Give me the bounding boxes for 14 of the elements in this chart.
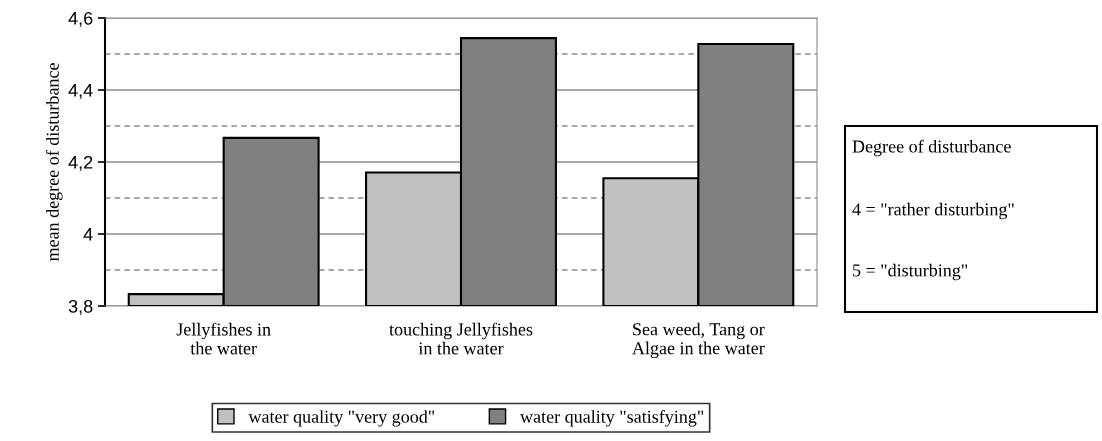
text: Degree of disturbance	[852, 139, 1011, 157]
y-tick-label: 4,6	[68, 11, 93, 27]
x-tick-label: touching Jellyfishes in the water	[389, 322, 533, 355]
text: 5 = "disturbing"	[853, 263, 968, 281]
legend-label: water quality "very good"	[248, 410, 435, 427]
x-tick-label: Jellyfishes in the water	[176, 322, 271, 355]
y-tick-label: 4,2	[68, 155, 93, 171]
y-axis-title: mean degree of disturbance	[45, 63, 63, 262]
y-tick-label: 4,4	[68, 84, 93, 99]
x-tick-label: Sea weed, Tang or Algae in the water	[632, 322, 765, 359]
legend-label: water quality "satisfying"	[520, 409, 704, 427]
y-tick-label: 3,8	[68, 299, 93, 315]
text: 4 = "rather disturbing"	[852, 202, 1014, 220]
y-tick-label: 4	[83, 228, 93, 241]
